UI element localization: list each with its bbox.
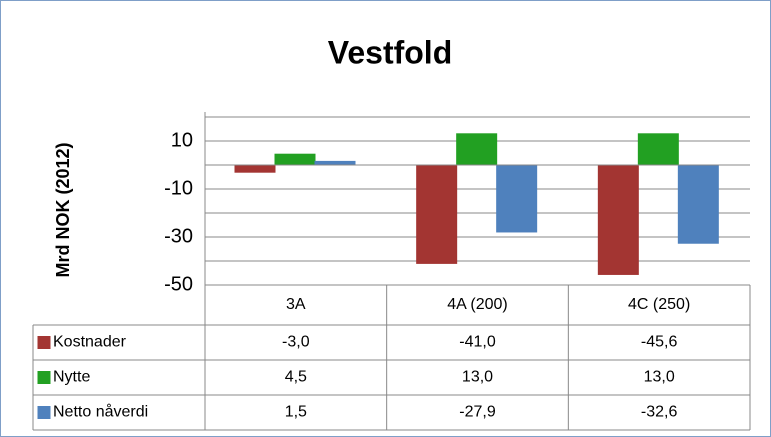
bar [314,160,356,166]
data-label: -27,9 [459,404,496,421]
data-label: 1,5 [285,404,307,421]
legend-swatch [37,371,51,384]
bar [597,164,639,275]
legend-swatch [37,336,51,349]
bar [274,153,316,166]
bar [416,164,458,264]
y-tick-label: -10 [164,177,193,199]
data-label: 13,0 [462,369,493,386]
data-label: -41,0 [459,334,496,351]
data-label: 4,5 [285,369,307,386]
bar [496,164,538,233]
legend-label: Nytte [53,369,90,386]
bar [456,133,498,166]
legend-label: Kostnader [53,334,127,351]
y-tick-label: -50 [164,273,193,295]
chart-title: Vestfold [328,34,452,70]
legend-swatch [37,406,51,419]
legend-label: Netto nåverdi [53,403,148,421]
bar [234,164,276,173]
data-label: -32,6 [641,404,678,421]
data-label: -3,0 [282,334,310,351]
x-tick-label: 3A [286,296,306,313]
y-tick-label: 10 [171,129,193,151]
bar [637,133,679,166]
x-tick-label: 4A (200) [447,296,507,313]
data-label: -45,6 [641,334,678,351]
x-tick-label: 4C (250) [628,296,690,313]
bar [677,164,719,244]
y-axis-label: Mrd NOK (2012) [53,142,73,277]
y-tick-label: -30 [164,225,193,247]
data-label: 13,0 [644,369,675,386]
